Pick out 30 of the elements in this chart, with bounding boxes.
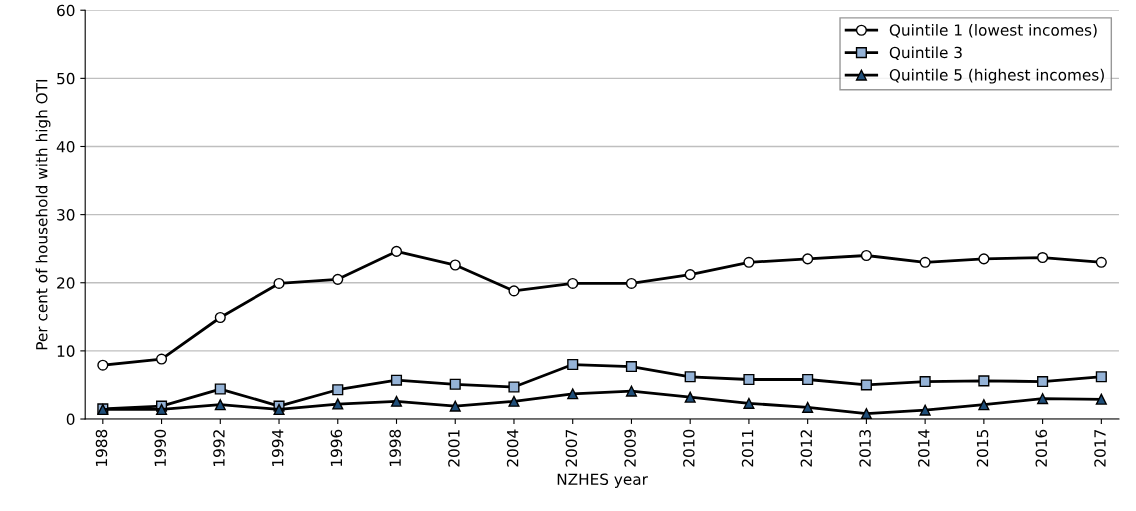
legend-label: Quintile 1 (lowest incomes) <box>889 23 1097 38</box>
x-tick-label: 2013 <box>859 429 871 467</box>
y-tick-label: 10 <box>57 345 75 357</box>
x-tick-label: 1996 <box>330 429 343 466</box>
y-tick-label: 60 <box>57 4 75 17</box>
x-tick-label: 2010 <box>683 429 695 467</box>
y-tick-label: 50 <box>57 72 75 85</box>
x-tick-label: 2009 <box>624 429 636 467</box>
x-tick-label: 2014 <box>918 429 930 467</box>
x-tick-label: 1990 <box>154 429 166 466</box>
x-tick-label: 2001 <box>448 430 460 467</box>
x-tick-label: 2007 <box>565 430 578 467</box>
x-tick-label: 1992 <box>213 430 225 466</box>
y-tick-label: 20 <box>57 277 75 289</box>
y-tick-label: 40 <box>56 140 75 153</box>
legend-label: Quintile 5 (highest incomes) <box>889 68 1104 84</box>
x-tick-label: 2011 <box>741 430 754 467</box>
x-tick-label: 1994 <box>271 429 284 466</box>
x-tick-label: 2016 <box>1035 429 1048 467</box>
y-tick-label: 30 <box>57 209 75 221</box>
x-axis-title: NZHES year <box>557 473 648 488</box>
x-tick-label: 1998 <box>389 429 401 466</box>
x-tick-label: 2004 <box>506 429 519 467</box>
y-axis-title: Per cent of household with high OTI <box>35 79 51 350</box>
y-tick-label: 0 <box>66 413 75 426</box>
legend-label: Quintile 3 <box>889 46 962 60</box>
x-tick-label: 2015 <box>976 430 989 467</box>
x-tick-label: 2017 <box>1094 430 1106 467</box>
x-tick-label: 2012 <box>800 430 813 467</box>
x-tick-label: 1988 <box>95 429 108 466</box>
